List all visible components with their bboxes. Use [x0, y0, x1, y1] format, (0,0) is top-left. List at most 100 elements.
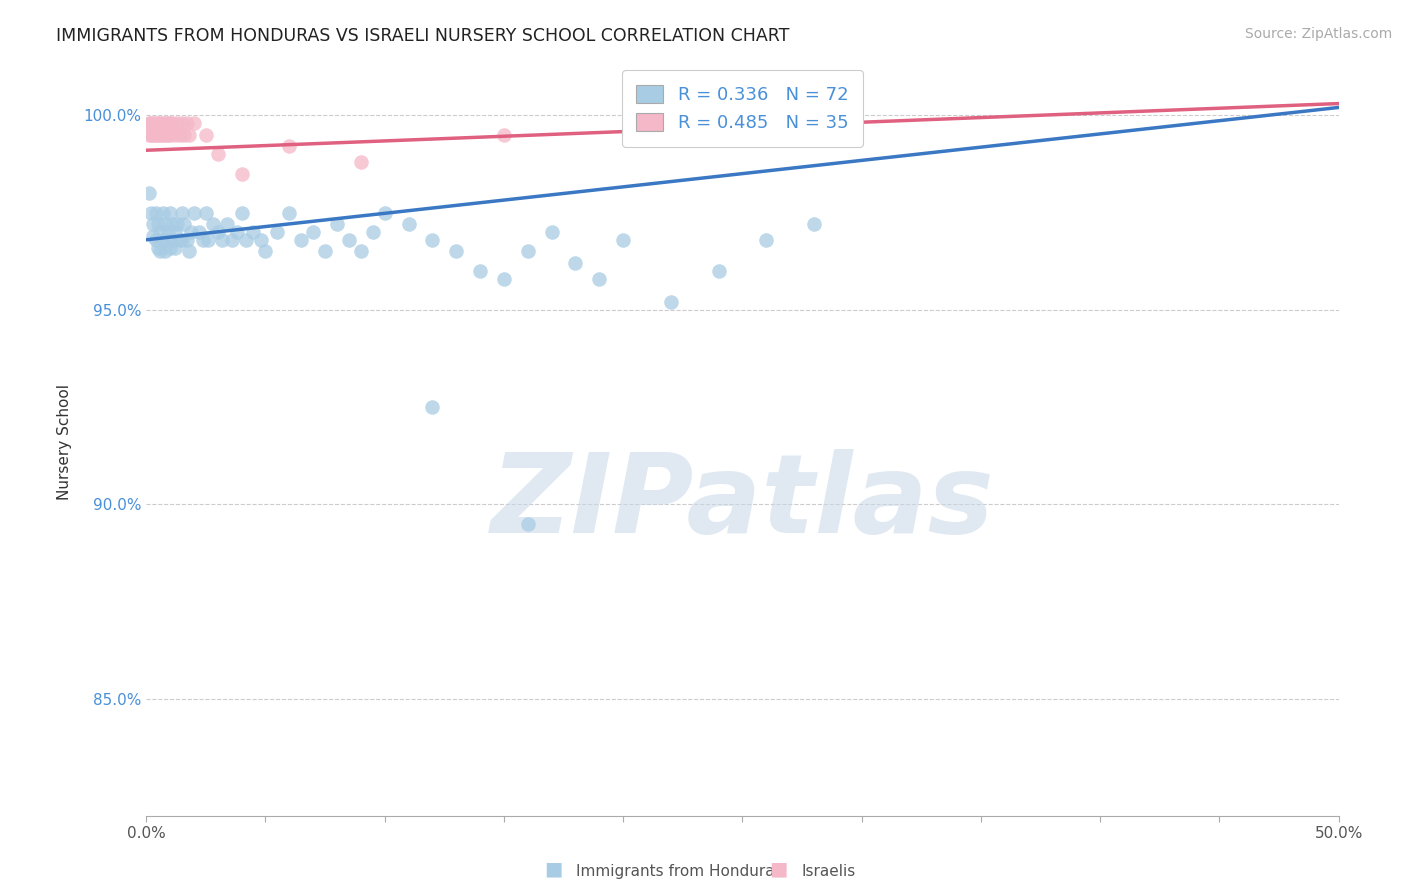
Point — [149, 116, 172, 130]
Point — [163, 241, 186, 255]
Point — [374, 205, 396, 219]
Point — [173, 128, 195, 142]
Point — [162, 116, 184, 130]
Point — [166, 217, 188, 231]
Point — [361, 225, 384, 239]
Point — [152, 116, 174, 130]
Point — [516, 244, 538, 259]
Point — [146, 241, 169, 255]
Point — [139, 205, 162, 219]
Point — [169, 233, 191, 247]
Point — [193, 233, 215, 247]
Point — [231, 167, 253, 181]
Point — [468, 264, 491, 278]
Point — [162, 217, 184, 231]
Point — [266, 225, 288, 239]
Point — [149, 244, 172, 259]
Point — [145, 128, 167, 142]
Point — [444, 244, 467, 259]
Point — [422, 400, 444, 414]
Point — [145, 116, 167, 130]
Point — [803, 217, 825, 231]
Text: ■: ■ — [769, 860, 787, 879]
Point — [211, 233, 233, 247]
Text: Israelis: Israelis — [801, 863, 856, 879]
Point — [142, 116, 165, 130]
Point — [139, 128, 162, 142]
Text: IMMIGRANTS FROM HONDURAS VS ISRAELI NURSERY SCHOOL CORRELATION CHART: IMMIGRANTS FROM HONDURAS VS ISRAELI NURS… — [56, 27, 790, 45]
Point — [146, 217, 169, 231]
Point — [755, 233, 778, 247]
Point — [221, 233, 243, 247]
Point — [146, 116, 169, 130]
Point — [278, 139, 301, 153]
Point — [163, 128, 186, 142]
Point — [155, 128, 177, 142]
Point — [194, 128, 217, 142]
Text: ZIPatlas: ZIPatlas — [491, 449, 994, 556]
Point — [170, 116, 193, 130]
Point — [155, 217, 177, 231]
Point — [540, 225, 562, 239]
Point — [422, 233, 444, 247]
Point — [350, 155, 373, 169]
Point — [163, 225, 186, 239]
Point — [350, 244, 373, 259]
Text: Source: ZipAtlas.com: Source: ZipAtlas.com — [1244, 27, 1392, 41]
Point — [139, 116, 162, 130]
Point — [314, 244, 336, 259]
Point — [155, 244, 177, 259]
Point — [145, 233, 167, 247]
Point — [138, 186, 160, 200]
Point — [659, 295, 682, 310]
Point — [235, 233, 257, 247]
Point — [180, 225, 202, 239]
Point — [145, 205, 167, 219]
Point — [142, 217, 165, 231]
Point — [149, 225, 172, 239]
Point — [588, 271, 610, 285]
Point — [142, 128, 165, 142]
Point — [159, 128, 181, 142]
Point — [398, 217, 420, 231]
Point — [155, 116, 177, 130]
Point — [707, 264, 730, 278]
Point — [187, 225, 209, 239]
Point — [290, 233, 312, 247]
Point — [173, 217, 195, 231]
Point — [169, 128, 191, 142]
Point — [156, 128, 179, 142]
Point — [225, 225, 247, 239]
Point — [177, 244, 200, 259]
Point — [176, 233, 198, 247]
Point — [337, 233, 360, 247]
Point — [159, 116, 181, 130]
Point — [156, 225, 179, 239]
Point — [142, 228, 165, 243]
Point — [176, 116, 198, 130]
Point — [162, 233, 184, 247]
Point — [278, 205, 301, 219]
Point — [207, 147, 229, 161]
Point — [177, 128, 200, 142]
Point — [197, 233, 219, 247]
Point — [138, 116, 160, 130]
Point — [138, 128, 160, 142]
Point — [302, 225, 325, 239]
Point — [166, 116, 188, 130]
Point — [170, 205, 193, 219]
Point — [146, 128, 169, 142]
Text: ■: ■ — [544, 860, 562, 879]
Point — [326, 217, 349, 231]
Point — [201, 217, 224, 231]
Point — [152, 205, 174, 219]
Point — [159, 241, 181, 255]
Point — [492, 128, 515, 142]
Point — [564, 256, 586, 270]
Legend: R = 0.336   N = 72, R = 0.485   N = 35: R = 0.336 N = 72, R = 0.485 N = 35 — [621, 70, 863, 146]
Point — [183, 205, 205, 219]
Point — [159, 205, 181, 219]
Y-axis label: Nursery School: Nursery School — [58, 384, 72, 500]
Point — [152, 233, 174, 247]
Point — [156, 233, 179, 247]
